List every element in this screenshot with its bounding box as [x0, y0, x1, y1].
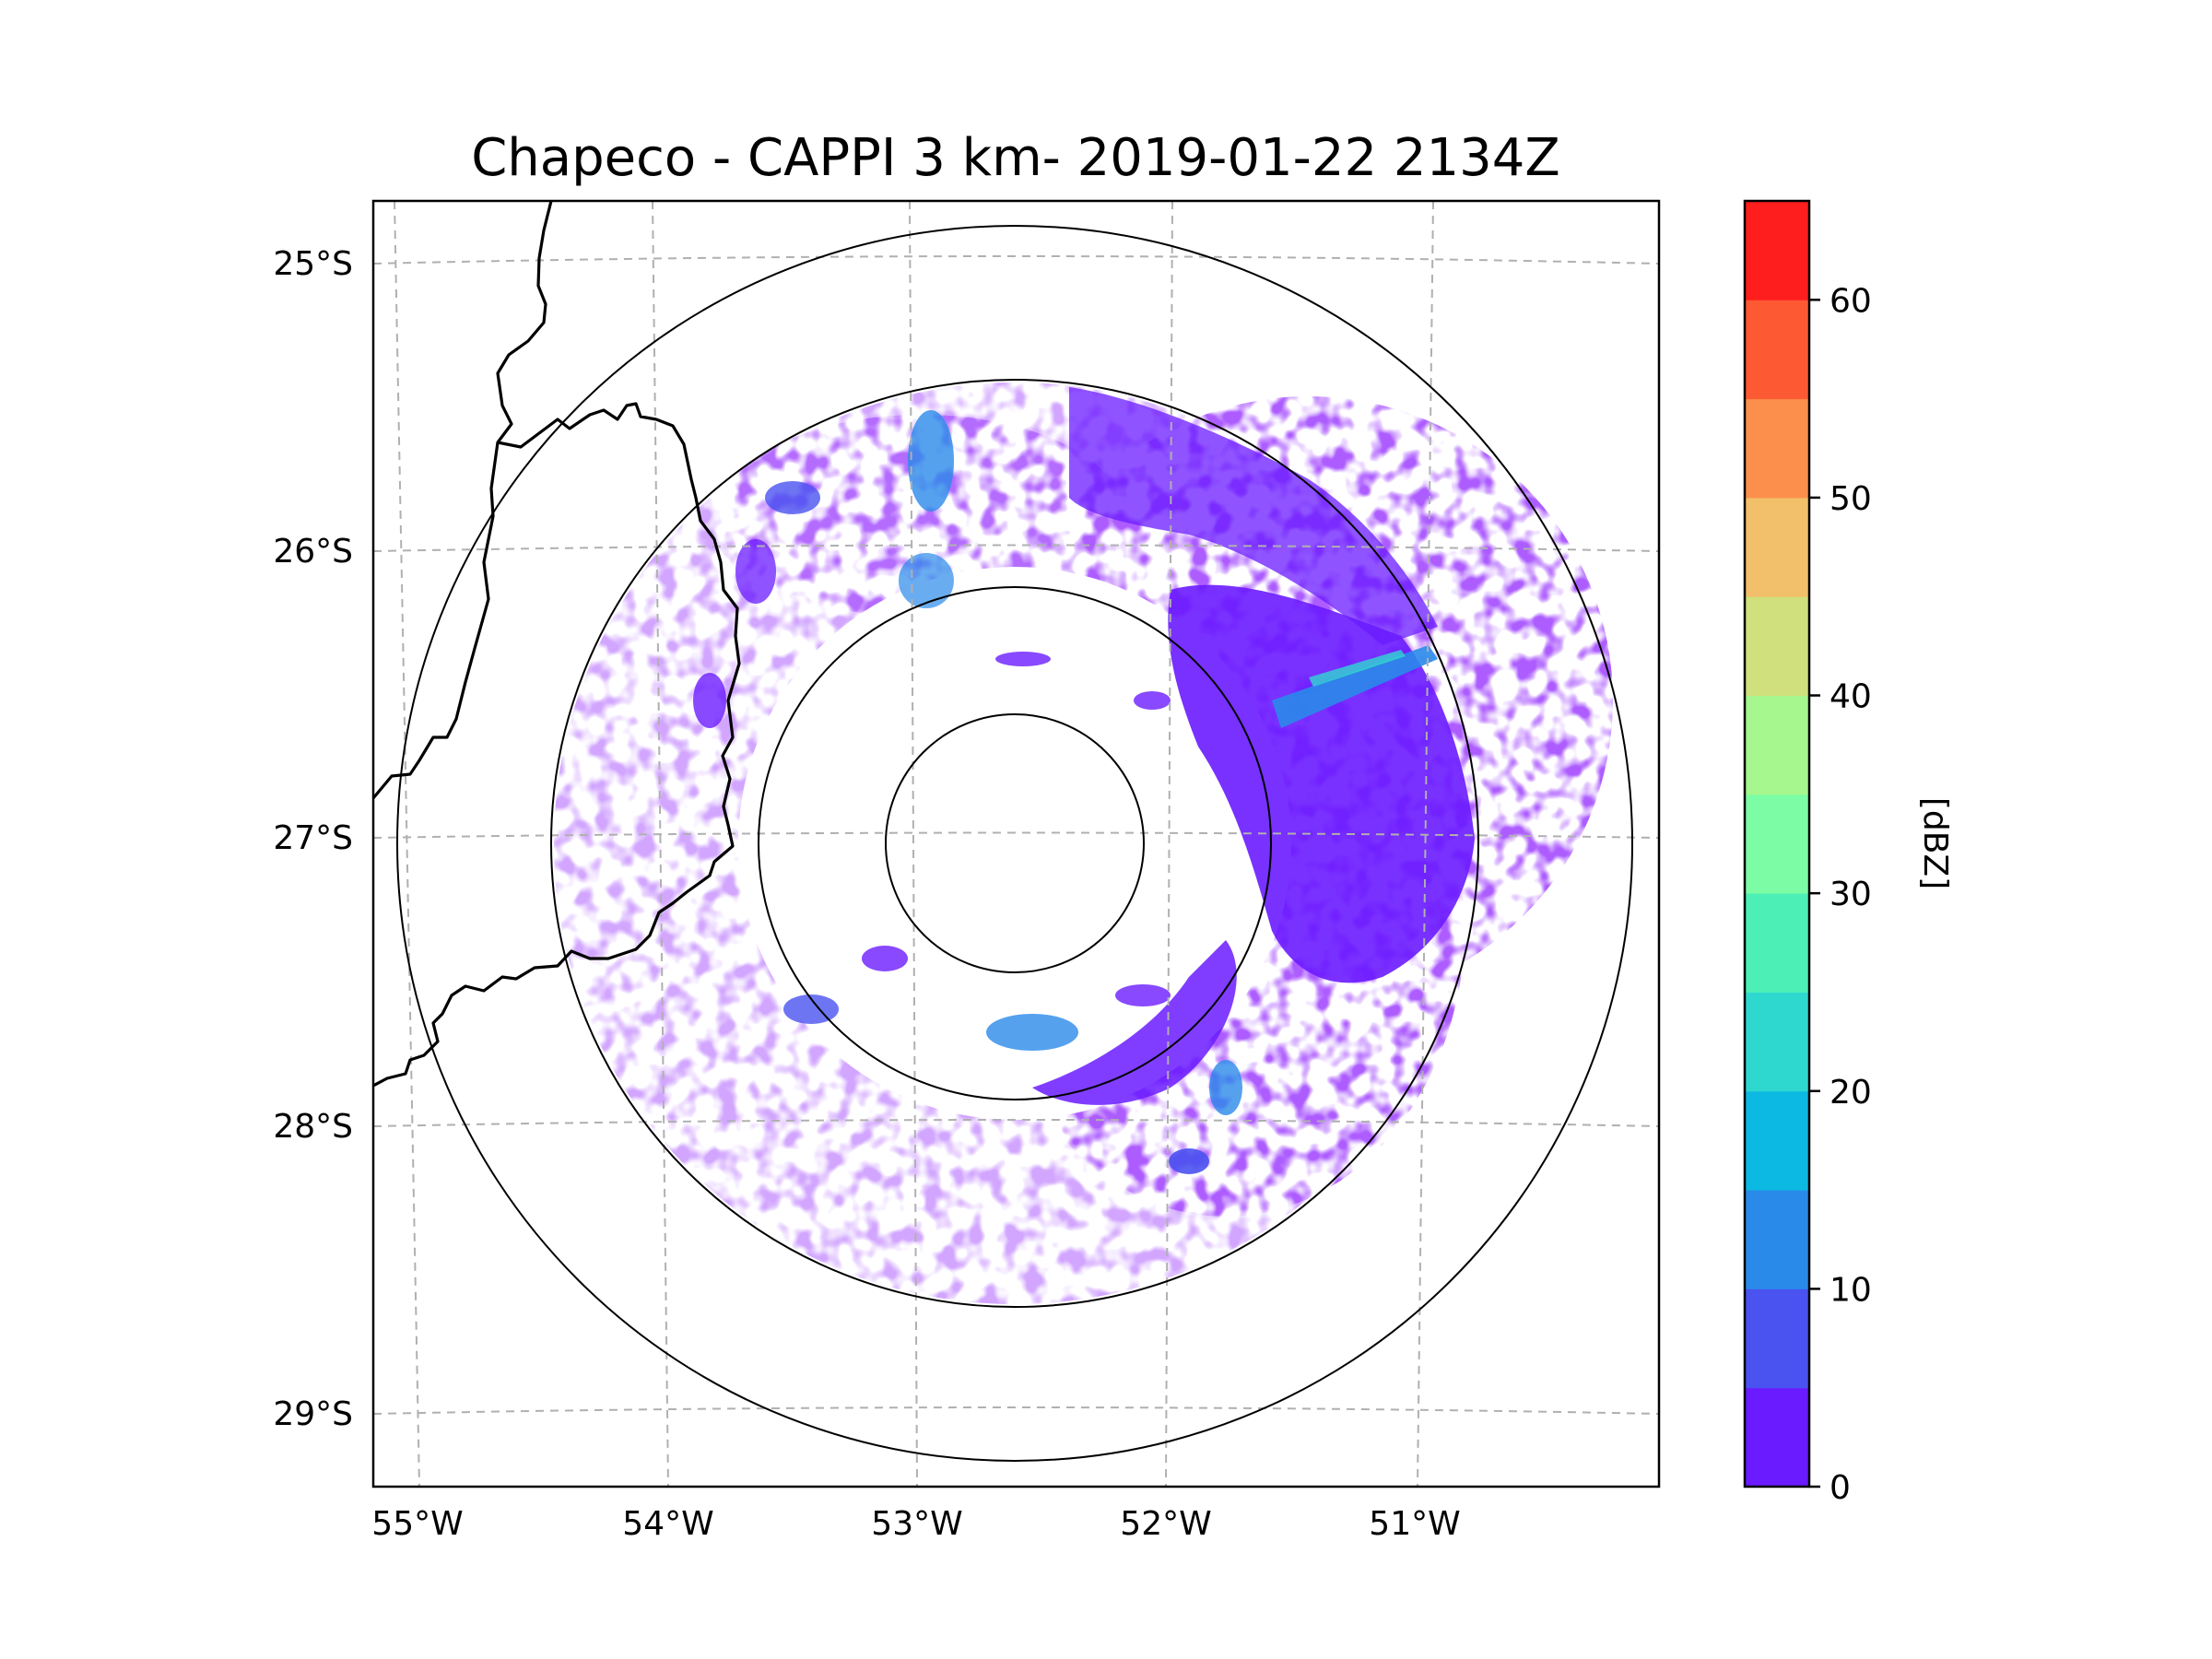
- y-tick-label: 28°S: [273, 1108, 353, 1146]
- y-tick-label: 29°S: [273, 1395, 353, 1433]
- colorbar-segment: [1745, 893, 1809, 993]
- border-line-west: [373, 201, 553, 800]
- colorbar-tick-label: 50: [1830, 480, 1872, 518]
- range-ring-2: [758, 586, 1272, 1100]
- colorbar-tick-label: 10: [1830, 1271, 1872, 1309]
- x-tick-label: 55°W: [371, 1505, 463, 1543]
- colorbar-segment: [1745, 992, 1809, 1092]
- colorbar-segments: [1745, 201, 1809, 1488]
- y-tick-label: 27°S: [273, 819, 353, 857]
- range-ring-4: [396, 225, 1633, 1462]
- colorbar-segment: [1745, 794, 1809, 894]
- borders: [373, 201, 741, 1088]
- colorbar: 0 10 20 30 40 50 60 [dBZ]: [1743, 199, 1954, 1507]
- colorbar-segment: [1745, 1288, 1809, 1389]
- y-tick-labels: 25°S 26°S 27°S 28°S 29°S: [273, 245, 353, 1433]
- colorbar-tick-label: 40: [1830, 678, 1872, 716]
- range-ring-1: [885, 713, 1145, 973]
- colorbar-segment: [1745, 1090, 1809, 1191]
- border-line-state: [373, 402, 741, 1088]
- x-tick-label: 51°W: [1369, 1505, 1460, 1543]
- colorbar-segment: [1745, 695, 1809, 795]
- range-rings: [396, 225, 1633, 1462]
- colorbar-tick-label: 0: [1830, 1469, 1851, 1507]
- colorbar-segment: [1745, 1190, 1809, 1289]
- x-tick-label: 54°W: [622, 1505, 713, 1543]
- x-tick-labels: 55°W 54°W 53°W 52°W 51°W: [371, 1505, 1460, 1543]
- colorbar-segment: [1745, 497, 1809, 597]
- range-ring-3: [550, 379, 1479, 1308]
- x-tick-label: 52°W: [1120, 1505, 1211, 1543]
- colorbar-label: [dBZ]: [1916, 797, 1954, 889]
- colorbar-tick-label: 20: [1830, 1074, 1872, 1112]
- y-tick-label: 26°S: [273, 533, 353, 571]
- colorbar-segment: [1745, 201, 1809, 300]
- graticule: [373, 201, 1659, 1487]
- y-tick-label: 25°S: [273, 245, 353, 283]
- colorbar-ticks: 0 10 20 30 40 50 60: [1809, 282, 1872, 1507]
- colorbar-frame: [1743, 199, 1811, 1488]
- chart-title: Chapeco - CAPPI 3 km- 2019-01-22 2134Z: [471, 128, 1560, 188]
- plot-frame: [371, 199, 1661, 1488]
- colorbar-segment: [1745, 398, 1809, 499]
- colorbar-tick-label: 30: [1830, 876, 1872, 913]
- colorbar-segment: [1745, 596, 1809, 697]
- x-tick-label: 53°W: [871, 1505, 962, 1543]
- colorbar-segment: [1745, 300, 1809, 400]
- colorbar-tick-label: 60: [1830, 282, 1872, 320]
- plot-area: [373, 201, 1659, 1487]
- colorbar-segment: [1745, 1387, 1809, 1488]
- echo-clusters: [693, 387, 1475, 1174]
